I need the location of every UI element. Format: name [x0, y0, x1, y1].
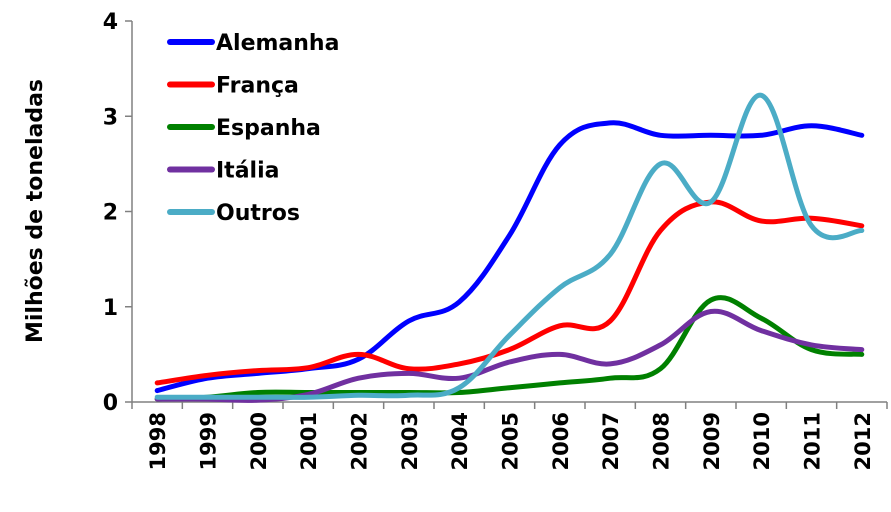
y-axis-label: Milhões de toneladas	[23, 79, 48, 343]
legend-label-alemanha: Alemanha	[216, 31, 339, 56]
x-tick-label: 2011	[801, 412, 825, 470]
x-tick-label: 1999	[197, 412, 221, 470]
x-tick-label: 2000	[247, 412, 271, 470]
x-tick-label: 2007	[599, 412, 623, 470]
x-tick-label: 2002	[348, 412, 372, 470]
series-lines	[154, 92, 865, 403]
x-tick-label: 2004	[448, 412, 472, 470]
legend-label-outros: Outros	[216, 201, 300, 226]
x-tick-label: 1998	[146, 412, 170, 470]
series-line-franca	[154, 199, 865, 386]
x-tick-label: 2001	[297, 412, 321, 470]
y-tick-label: 1	[103, 296, 118, 321]
legend-label-franca: França	[216, 74, 299, 99]
legend-label-italia: Itália	[216, 159, 279, 184]
legend: Alemanha França Espanha Itália Outros	[167, 31, 339, 226]
x-tick-label: 2008	[650, 412, 674, 470]
x-tick-label: 2009	[700, 412, 724, 470]
series-line-espanha	[154, 295, 865, 402]
y-tick-label: 2	[103, 201, 118, 226]
x-tick-label: 2012	[851, 412, 875, 470]
x-tick-label: 2005	[499, 412, 523, 470]
legend-label-espanha: Espanha	[216, 116, 321, 141]
y-tick-label: 4	[103, 10, 118, 35]
y-tick-label: 3	[103, 105, 118, 130]
x-axis-ticks: 1998 1999 2000 2001 2002 2003 2004 2005 2006 2007…	[131, 402, 888, 470]
series-line-outros	[154, 92, 865, 400]
y-tick-label: 0	[103, 391, 118, 416]
y-axis-ticks: 0 1 2 3 4	[103, 10, 132, 416]
x-tick-label: 2010	[750, 412, 774, 470]
x-tick-label: 2003	[398, 412, 422, 470]
x-tick-label: 2006	[549, 412, 573, 470]
